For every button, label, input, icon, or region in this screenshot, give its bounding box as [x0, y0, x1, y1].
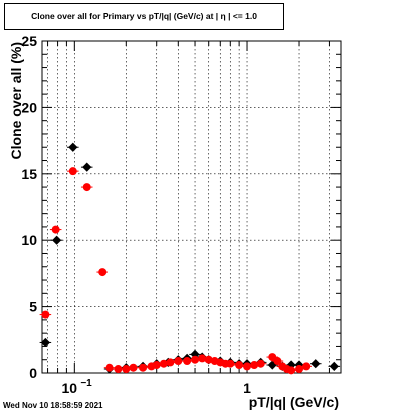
data-point-red [273, 357, 282, 366]
y-tick-label: 15 [21, 166, 37, 182]
data-point-red [122, 365, 131, 374]
data-point-red [183, 357, 192, 366]
data-point-black [311, 359, 321, 369]
data-point-red [51, 225, 60, 234]
data-point-black [52, 235, 62, 245]
y-tick-label: 10 [21, 232, 37, 248]
y-axis-title: Clone over all (%) [8, 42, 24, 159]
data-point-red [204, 355, 213, 364]
y-tick-label: 20 [21, 99, 37, 115]
data-point-black [190, 349, 200, 360]
plot-frame [41, 40, 342, 374]
y-tick-label: 0 [29, 365, 37, 381]
data-point-red [98, 268, 107, 277]
data-point-red [198, 354, 207, 363]
data-point-red [295, 365, 304, 374]
data-point-red [166, 358, 175, 367]
y-tick-label: 5 [29, 299, 37, 315]
data-point-black [40, 337, 50, 348]
x-tick-label: 10 [62, 380, 78, 396]
x-tick-label: 1 [243, 380, 251, 396]
data-point-red [243, 362, 252, 371]
data-point-red [226, 359, 235, 368]
data-point-red [152, 361, 161, 370]
x-axis-title: pT/|q| (GeV/c) [249, 394, 339, 410]
data-point-red [139, 363, 148, 372]
chart-title: Clone over all for Primary vs pT/|q| (Ge… [31, 11, 257, 21]
data-point-black [82, 162, 92, 172]
timestamp: Wed Nov 10 18:58:59 2021 [3, 401, 103, 410]
data-point-red [174, 357, 183, 366]
x-tick-label-exponent: −1 [80, 378, 92, 389]
data-point-black [329, 361, 339, 371]
data-point-red [235, 361, 244, 370]
data-point-red [250, 361, 259, 370]
data-point-red [287, 366, 296, 375]
data-point-red [68, 167, 77, 176]
data-point-red [82, 183, 91, 192]
data-point-red [105, 363, 114, 372]
chart-title-box: Clone over all for Primary vs pT/|q| (Ge… [4, 3, 284, 30]
data-point-red [129, 363, 138, 372]
y-tick-label: 25 [21, 33, 37, 49]
data-point-red [159, 359, 168, 368]
data-point-red [302, 362, 311, 371]
data-point-red [114, 365, 123, 374]
data-point-red [256, 359, 265, 368]
data-point-black [68, 142, 78, 152]
data-point-red [41, 310, 50, 319]
data-point-black [267, 360, 277, 370]
data-point-red [191, 355, 200, 364]
